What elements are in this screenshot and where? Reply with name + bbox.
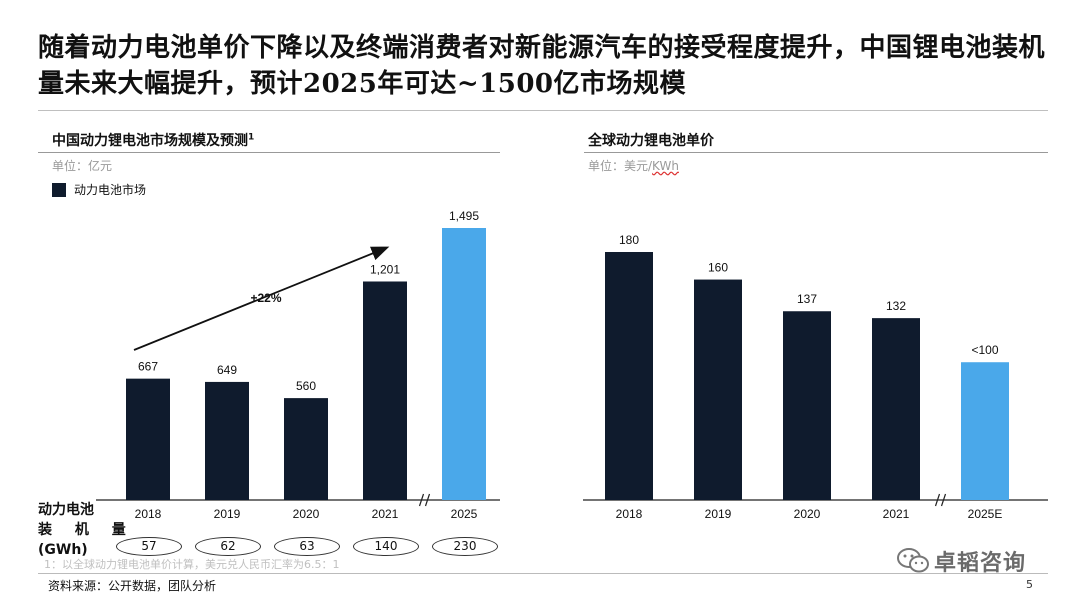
right-value-label-2025E: <100 xyxy=(971,343,998,357)
left-value-label-2019: 649 xyxy=(217,363,237,377)
right-unit-prefix: 单位：美元/ xyxy=(588,159,653,173)
source-note: 资料来源：公开数据，团队分析 xyxy=(48,579,217,593)
right-bar-2025E xyxy=(961,362,1009,500)
right-tick-label-2019: 2019 xyxy=(705,507,732,521)
growth-label: +22% xyxy=(250,291,281,305)
gwh-value-2018: 57 xyxy=(116,537,182,556)
page-title: 随着动力电池单价下降以及终端消费者对新能源汽车的接受程度提升，中国锂电池装机量未… xyxy=(38,33,1046,99)
gwh-value-2019: 62 xyxy=(195,537,261,556)
gwh-value-2025: 230 xyxy=(432,537,498,556)
right-tick-label-2018: 2018 xyxy=(616,507,643,521)
title-divider xyxy=(38,110,1048,111)
gwh-value-2020: 63 xyxy=(274,537,340,556)
gwh-value-2021: 140 xyxy=(353,537,419,556)
right-value-label-2020: 137 xyxy=(797,292,817,306)
left-bar-2021 xyxy=(363,281,407,500)
gwh-label-line-2: 装 机 量 xyxy=(38,522,135,538)
page-number: 5 xyxy=(1026,578,1033,591)
left-bar-2025 xyxy=(442,228,486,500)
right-tick-label-2020: 2020 xyxy=(794,507,821,521)
gwh-row-label: 动力电池 装 机 量 (GWh) xyxy=(38,500,135,560)
left-value-label-2018: 667 xyxy=(138,360,158,374)
wechat-icon xyxy=(897,548,929,573)
right-value-label-2019: 160 xyxy=(708,261,728,275)
left-tick-label-2021: 2021 xyxy=(372,507,399,521)
right-axis-break-1 xyxy=(934,493,941,507)
left-section-divider xyxy=(38,152,500,153)
left-value-label-2020: 560 xyxy=(296,379,316,393)
right-tick-label-2025E: 2025E xyxy=(968,507,1003,521)
left-tick-label-2019: 2019 xyxy=(214,507,241,521)
right-unit-kwh: KWh xyxy=(652,159,679,173)
left-axis-break-1 xyxy=(418,493,425,507)
right-chart-title: 全球动力锂电池单价 xyxy=(588,133,714,149)
right-section-divider xyxy=(584,152,1048,153)
watermark: 卓韬咨询 xyxy=(896,545,1026,577)
right-bar-2019 xyxy=(694,279,742,500)
right-value-label-2018: 180 xyxy=(619,233,639,247)
footnote-marker: 1 xyxy=(248,132,255,143)
right-tick-label-2021: 2021 xyxy=(883,507,910,521)
growth-arrow xyxy=(133,246,390,351)
gwh-label-line-1: 动力电池 xyxy=(38,502,94,518)
footnote: 1：以全球动力锂电池单价计算，美元兑人民币汇率为6.5：1 xyxy=(44,558,340,571)
right-unit-label: 单位：美元/KWh xyxy=(588,157,679,174)
left-tick-label-2025: 2025 xyxy=(451,507,478,521)
footer-divider xyxy=(38,573,1048,574)
right-value-label-2021: 132 xyxy=(886,299,906,313)
left-unit-label: 单位：亿元 xyxy=(52,159,113,173)
right-bar-2021 xyxy=(872,318,920,500)
left-value-label-2021: 1,201 xyxy=(370,262,400,276)
left-bar-2020 xyxy=(284,398,328,500)
left-bar-2019 xyxy=(205,381,249,500)
right-bar-2020 xyxy=(783,311,831,500)
legend: 动力电池市场 xyxy=(52,181,146,198)
left-value-label-2025: 1,495 xyxy=(449,209,479,223)
left-tick-label-2020: 2020 xyxy=(293,507,320,521)
left-bar-2018 xyxy=(126,378,170,500)
right-bar-2018 xyxy=(605,252,653,500)
legend-swatch xyxy=(52,182,66,197)
right-axis-break-2 xyxy=(940,493,947,507)
gwh-label-line-3: (GWh) xyxy=(38,542,88,558)
left-chart-title: 中国动力锂电池市场规模及预测1 xyxy=(52,130,254,150)
left-axis-break-2 xyxy=(424,493,431,507)
watermark-text: 卓韬咨询 xyxy=(934,551,1027,576)
left-chart-title-text: 中国动力锂电池市场规模及预测 xyxy=(52,133,248,149)
left-tick-label-2018: 2018 xyxy=(135,507,162,521)
legend-label: 动力电池市场 xyxy=(74,183,147,197)
